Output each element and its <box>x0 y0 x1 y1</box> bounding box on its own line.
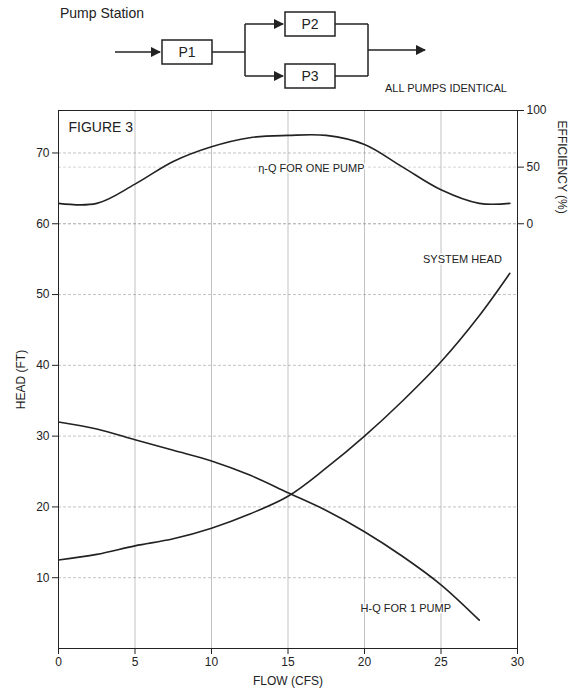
svg-text:H-Q FOR 1 PUMP: H-Q FOR 1 PUMP <box>361 602 451 614</box>
svg-text:P3: P3 <box>301 68 318 84</box>
svg-text:40: 40 <box>36 358 50 372</box>
svg-text:20: 20 <box>358 655 372 669</box>
svg-text:20: 20 <box>36 500 50 514</box>
svg-text:70: 70 <box>36 146 50 160</box>
svg-text:60: 60 <box>36 217 50 231</box>
svg-text:0: 0 <box>527 217 534 231</box>
svg-text:50: 50 <box>36 287 50 301</box>
svg-text:η-Q FOR ONE PUMP: η-Q FOR ONE PUMP <box>258 162 364 174</box>
svg-text:EFFICIENCY (%): EFFICIENCY (%) <box>555 121 569 214</box>
svg-text:FLOW (CFS): FLOW (CFS) <box>253 674 323 688</box>
svg-text:30: 30 <box>511 655 525 669</box>
svg-text:30: 30 <box>36 429 50 443</box>
svg-text:15: 15 <box>281 655 295 669</box>
svg-text:10: 10 <box>205 655 219 669</box>
svg-text:5: 5 <box>132 655 139 669</box>
svg-text:FIGURE 3: FIGURE 3 <box>69 119 134 135</box>
svg-text:P1: P1 <box>178 44 195 60</box>
svg-text:50: 50 <box>527 160 541 174</box>
svg-text:0: 0 <box>55 655 62 669</box>
svg-text:HEAD (FT): HEAD (FT) <box>14 350 28 409</box>
svg-text:100: 100 <box>527 103 547 117</box>
svg-text:SYSTEM HEAD: SYSTEM HEAD <box>423 253 502 265</box>
svg-text:P2: P2 <box>301 16 318 32</box>
svg-text:25: 25 <box>434 655 448 669</box>
svg-text:10: 10 <box>36 571 50 585</box>
svg-text:Pump Station: Pump Station <box>60 5 144 21</box>
svg-text:ALL PUMPS IDENTICAL: ALL PUMPS IDENTICAL <box>385 82 507 94</box>
